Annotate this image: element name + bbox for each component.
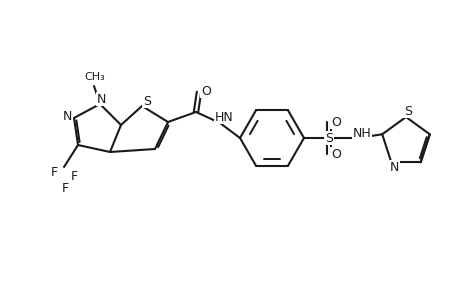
Text: S: S [143, 94, 151, 107]
Text: F: F [70, 170, 78, 184]
Text: S: S [325, 131, 332, 145]
Text: O: O [330, 148, 340, 160]
Text: N: N [96, 92, 106, 106]
Text: O: O [330, 116, 340, 128]
Text: N: N [62, 110, 72, 122]
Text: O: O [201, 85, 211, 98]
Text: HN: HN [214, 110, 233, 124]
Text: F: F [50, 166, 57, 178]
Text: NH: NH [352, 127, 370, 140]
Text: F: F [62, 182, 68, 194]
Text: CH₃: CH₃ [84, 72, 105, 82]
Text: S: S [403, 104, 411, 118]
Text: N: N [389, 161, 398, 174]
